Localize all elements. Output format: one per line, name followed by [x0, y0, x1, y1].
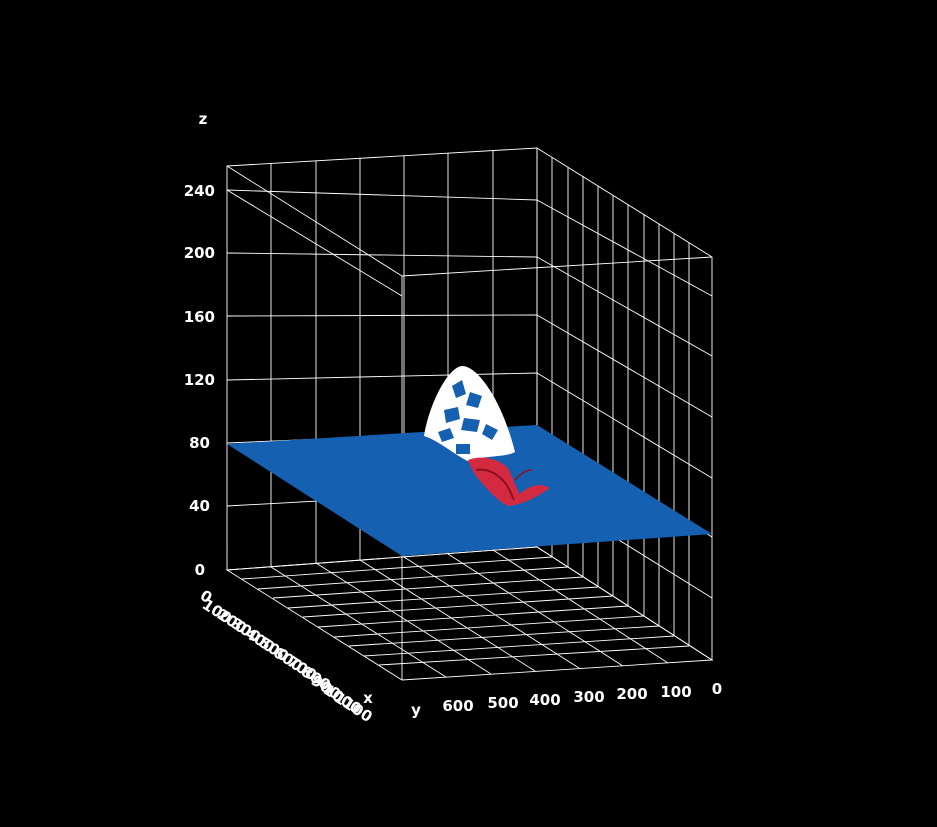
z-axis-ticks: 0 40 80 120 160 200 240 z [184, 110, 215, 579]
y-axis-title: y [411, 701, 421, 719]
y-tick-label: 300 [573, 688, 604, 706]
z-tick-label: 200 [184, 244, 215, 262]
y-tick-label: 400 [529, 691, 560, 709]
right-wall-grid [536, 147, 713, 661]
z-axis-title: z [199, 110, 208, 128]
surface-red-ribbon [468, 457, 550, 506]
z-tick-label: 240 [184, 182, 215, 200]
z-tick-label: 0 [195, 561, 205, 579]
z-tick-label: 40 [189, 497, 210, 515]
y-axis-ticks: 600 500 400 300 200 100 0 y [411, 680, 722, 719]
y-tick-label: 200 [616, 685, 647, 703]
x-axis-title: x [363, 689, 373, 707]
floor-grid [225, 546, 714, 681]
y-tick-label: 600 [442, 697, 473, 715]
y-tick-label: 0 [712, 680, 722, 698]
z-tick-label: 160 [184, 308, 215, 326]
y-tick-label: 500 [487, 694, 518, 712]
y-tick-label: 100 [660, 683, 691, 701]
z-tick-label: 120 [184, 371, 215, 389]
surface-letter-bump [424, 365, 515, 462]
surface-plane [227, 425, 712, 556]
z-tick-label: 80 [189, 434, 210, 452]
